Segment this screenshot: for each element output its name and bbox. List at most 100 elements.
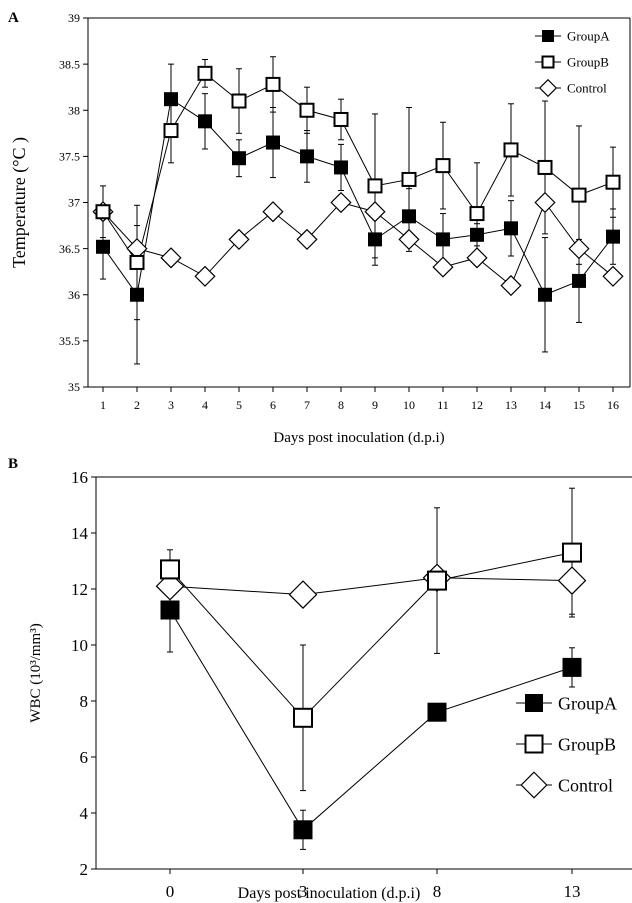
x-tick-label: 7 — [304, 398, 310, 412]
data-point — [296, 228, 318, 250]
data-point — [401, 171, 417, 187]
data-point — [194, 265, 216, 287]
legend-label: Control — [567, 81, 607, 96]
y-tick-label: 35 — [68, 380, 80, 394]
series-line — [169, 609, 573, 831]
data-point — [466, 247, 488, 269]
legend-label: GroupA — [558, 693, 617, 713]
x-axis-label: Days post inoculation (d.p.i) — [273, 430, 444, 446]
y-tick-label: 16 — [71, 468, 88, 487]
data-point — [300, 149, 314, 164]
data-point — [427, 702, 447, 722]
y-tick-label: 38 — [68, 103, 80, 117]
data-point — [571, 187, 587, 203]
x-tick-label: 13 — [505, 398, 517, 412]
data-point — [160, 559, 180, 580]
data-point — [164, 92, 178, 107]
legend-marker — [538, 78, 558, 98]
data-point — [160, 247, 182, 269]
data-point — [228, 228, 250, 250]
data-point — [334, 160, 348, 175]
legend-label: GroupB — [567, 55, 609, 70]
data-point — [330, 191, 352, 214]
x-tick-label: 13 — [564, 882, 581, 901]
data-point — [129, 254, 145, 270]
data-point — [333, 111, 349, 127]
panel-b-label: B — [8, 456, 18, 472]
data-point — [500, 274, 522, 297]
data-point — [266, 135, 280, 150]
data-point — [262, 201, 284, 223]
y-tick-label: 36 — [68, 288, 80, 302]
y-tick-label: 8 — [80, 692, 89, 711]
data-point — [606, 229, 620, 244]
data-point — [402, 209, 416, 224]
y-tick-label: 14 — [71, 524, 89, 543]
x-axis-label: Days post inoculation (d.p.i) — [238, 885, 421, 902]
y-tick-label: 6 — [80, 748, 89, 767]
data-point — [562, 542, 582, 563]
series-line — [102, 98, 614, 297]
y-tick-label: 36.5 — [59, 242, 80, 256]
data-point — [197, 65, 213, 81]
x-tick-label: 12 — [471, 398, 483, 412]
data-point — [469, 206, 485, 222]
data-point — [364, 201, 386, 223]
data-point — [160, 600, 180, 620]
series-line — [169, 577, 573, 596]
legend-marker — [525, 694, 543, 712]
data-point — [503, 142, 519, 158]
legend-marker — [541, 55, 555, 69]
x-tick-label: 5 — [236, 398, 242, 412]
data-point — [288, 580, 318, 609]
data-point — [470, 227, 484, 242]
y-tick-label: 37.5 — [59, 150, 80, 164]
x-tick-label: 4 — [202, 398, 208, 412]
x-tick-label: 3 — [299, 882, 308, 901]
x-tick-label: 8 — [433, 882, 442, 901]
x-tick-label: 14 — [539, 398, 551, 412]
y-tick-label: 2 — [80, 860, 89, 879]
data-point — [265, 76, 281, 92]
data-point — [538, 287, 552, 302]
data-point — [436, 232, 450, 247]
data-point — [568, 238, 590, 260]
data-point — [293, 707, 313, 728]
data-point — [163, 123, 179, 139]
data-point — [435, 158, 451, 174]
data-point — [432, 256, 454, 278]
data-point — [231, 93, 247, 109]
data-point — [427, 570, 447, 591]
data-point — [504, 221, 518, 236]
legend-label: GroupA — [567, 29, 610, 44]
data-point — [602, 265, 624, 287]
y-tick-label: 10 — [71, 636, 88, 655]
data-point — [605, 174, 621, 190]
y-tick-label: 37 — [68, 196, 80, 210]
data-point — [155, 571, 185, 601]
data-point — [293, 820, 313, 840]
x-tick-label: 0 — [166, 882, 175, 901]
x-tick-label: 16 — [607, 398, 619, 412]
series-line — [102, 201, 614, 287]
data-point — [537, 159, 553, 175]
y-tick-label: 35.5 — [59, 334, 80, 348]
x-tick-label: 11 — [437, 398, 449, 412]
x-tick-label: 9 — [372, 398, 378, 412]
y-tick-label: 12 — [71, 580, 88, 599]
data-point — [96, 239, 110, 254]
x-tick-label: 6 — [270, 398, 276, 412]
data-point — [367, 178, 383, 194]
data-point — [562, 657, 582, 677]
x-tick-label: 15 — [573, 398, 585, 412]
legend-label: GroupB — [558, 734, 616, 754]
x-tick-label: 2 — [134, 398, 140, 412]
legend-marker — [542, 30, 554, 42]
data-point — [557, 566, 587, 595]
x-tick-label: 8 — [338, 398, 344, 412]
data-point — [198, 114, 212, 129]
x-tick-label: 3 — [168, 398, 174, 412]
data-point — [232, 151, 246, 166]
